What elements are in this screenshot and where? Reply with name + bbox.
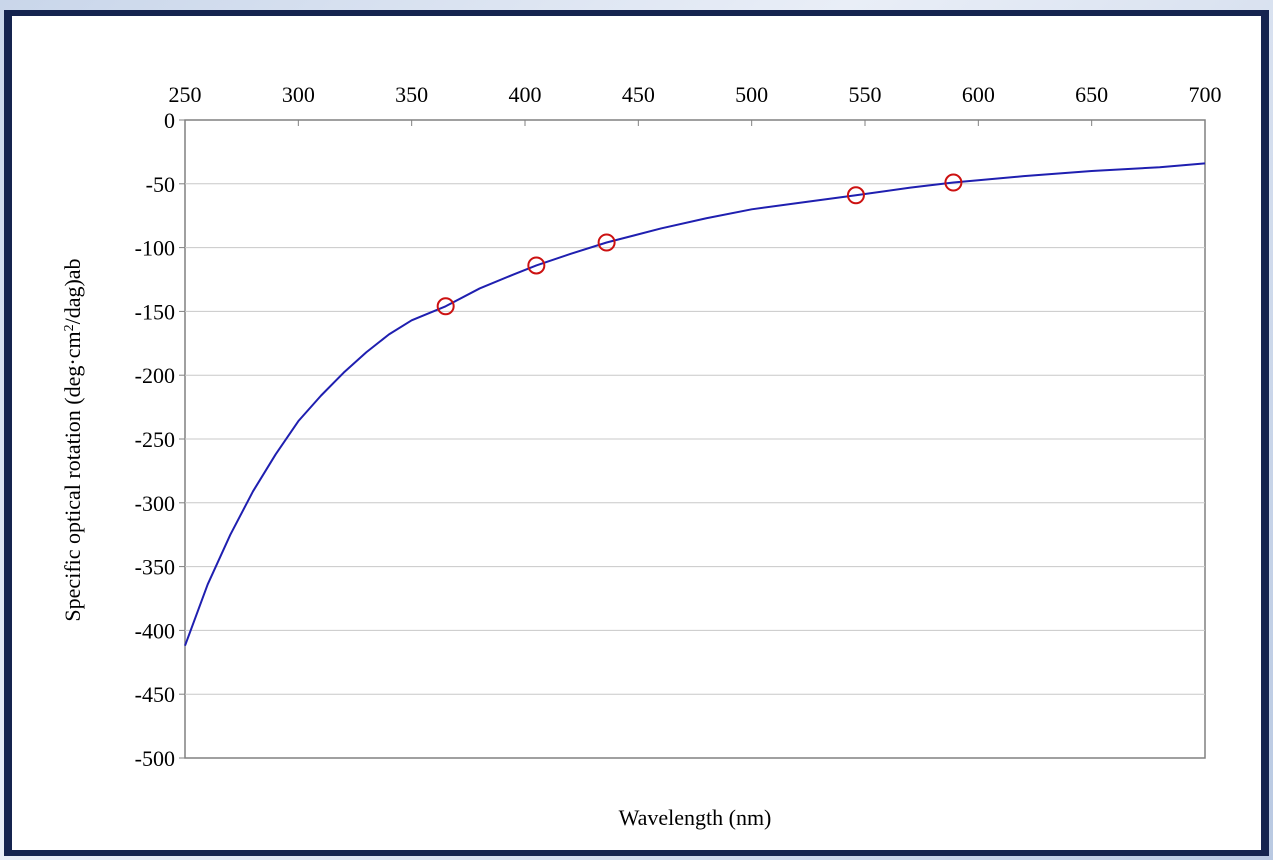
- y-tick-label-2: -100: [135, 236, 175, 261]
- x-axis: 250 300 350 400 450 500 550 600 650 700: [169, 82, 1222, 126]
- data-point-0: [436, 297, 455, 316]
- x-tick-label-9: 700: [1189, 82, 1222, 107]
- data-point-1: [527, 256, 546, 275]
- x-tick-label-2: 350: [395, 82, 428, 107]
- y-tick-label-10: -500: [135, 746, 175, 771]
- y-tick-label-8: -400: [135, 618, 175, 643]
- x-tick-label-5: 500: [735, 82, 768, 107]
- y-axis-title-tail: /dag)ab: [60, 258, 85, 324]
- y-tick-label-4: -200: [135, 363, 175, 388]
- y-tick-label-6: -300: [135, 491, 175, 516]
- x-tick-label-0: 250: [169, 82, 202, 107]
- x-axis-title: Wavelength (nm): [619, 805, 772, 830]
- curve-line: [184, 162, 1206, 647]
- x-tick-label-3: 400: [509, 82, 542, 107]
- y-tick-label-1: -50: [146, 172, 175, 197]
- x-tick-label-1: 300: [282, 82, 315, 107]
- data-point-2: [597, 233, 616, 252]
- y-axis-title: Specific optical rotation (deg·cm2/dag)a…: [60, 258, 85, 621]
- y-axis-title-sup: 2: [62, 324, 77, 331]
- y-tick-label-0: 0: [164, 108, 175, 133]
- data-point-3: [846, 186, 865, 205]
- y-tick-label-3: -150: [135, 299, 175, 324]
- grid-lines: [185, 183, 1205, 695]
- x-tick-label-4: 450: [622, 82, 655, 107]
- y-tick-label-7: -350: [135, 555, 175, 580]
- x-tick-label-6: 550: [849, 82, 882, 107]
- x-tick-label-8: 650: [1075, 82, 1108, 107]
- y-axis-title-main: Specific optical rotation (deg·cm: [60, 331, 85, 621]
- data-point-4: [944, 173, 963, 192]
- y-tick-label-5: -250: [135, 427, 175, 452]
- series-layer: [184, 162, 1206, 647]
- y-axis: 0 -50 -100 -150 -200 -250 -300 -350 -400 -450 -500: [135, 108, 185, 771]
- y-tick-label-9: -450: [135, 682, 175, 707]
- x-tick-label-7: 600: [962, 82, 995, 107]
